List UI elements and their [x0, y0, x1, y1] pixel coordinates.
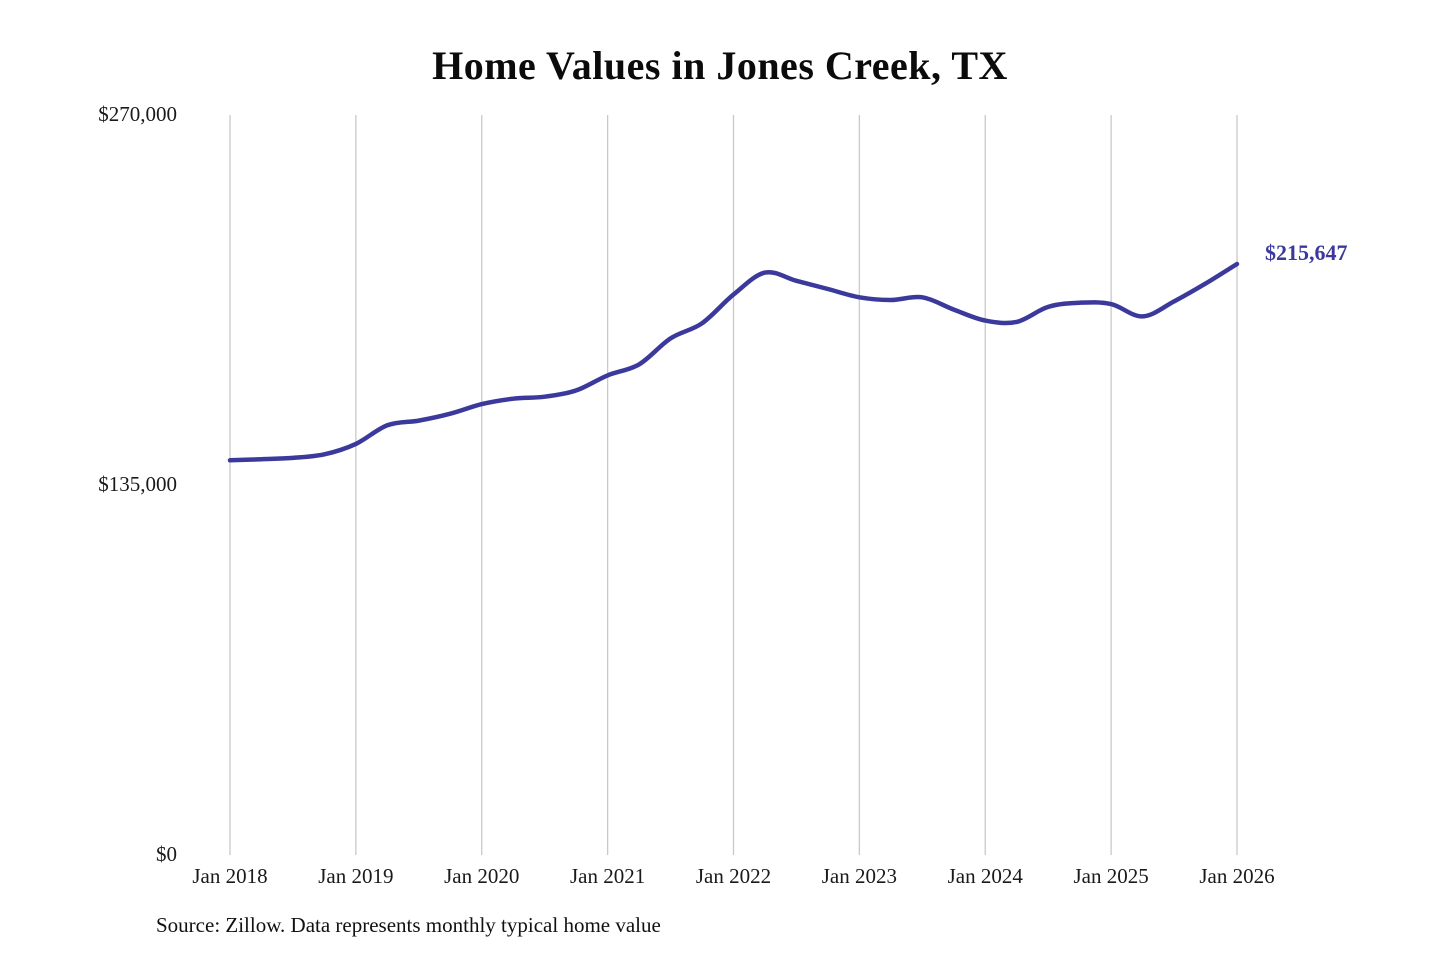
x-axis-tick-label: Jan 2018 — [192, 864, 267, 888]
x-axis-tick-label: Jan 2026 — [1199, 864, 1274, 888]
y-axis-tick-label: $0 — [156, 842, 177, 866]
x-axis-tick-label: Jan 2021 — [570, 864, 645, 888]
x-axis-tick-label: Jan 2020 — [444, 864, 519, 888]
source-note: Source: Zillow. Data represents monthly … — [156, 913, 661, 937]
latest-value-label: $215,647 — [1265, 239, 1348, 265]
x-axis-tick-label: Jan 2024 — [948, 864, 1024, 888]
x-axis-tick-label: Jan 2019 — [318, 864, 393, 888]
y-axis-tick-label: $135,000 — [98, 472, 177, 496]
chart-title: Home Values in Jones Creek, TX — [432, 43, 1008, 88]
x-axis-tick-label: Jan 2025 — [1074, 864, 1149, 888]
x-axis-tick-label: Jan 2022 — [696, 864, 771, 888]
x-axis-tick-label: Jan 2023 — [822, 864, 897, 888]
home-value-line — [227, 261, 1240, 463]
y-axis-tick-label: $270,000 — [98, 102, 177, 126]
